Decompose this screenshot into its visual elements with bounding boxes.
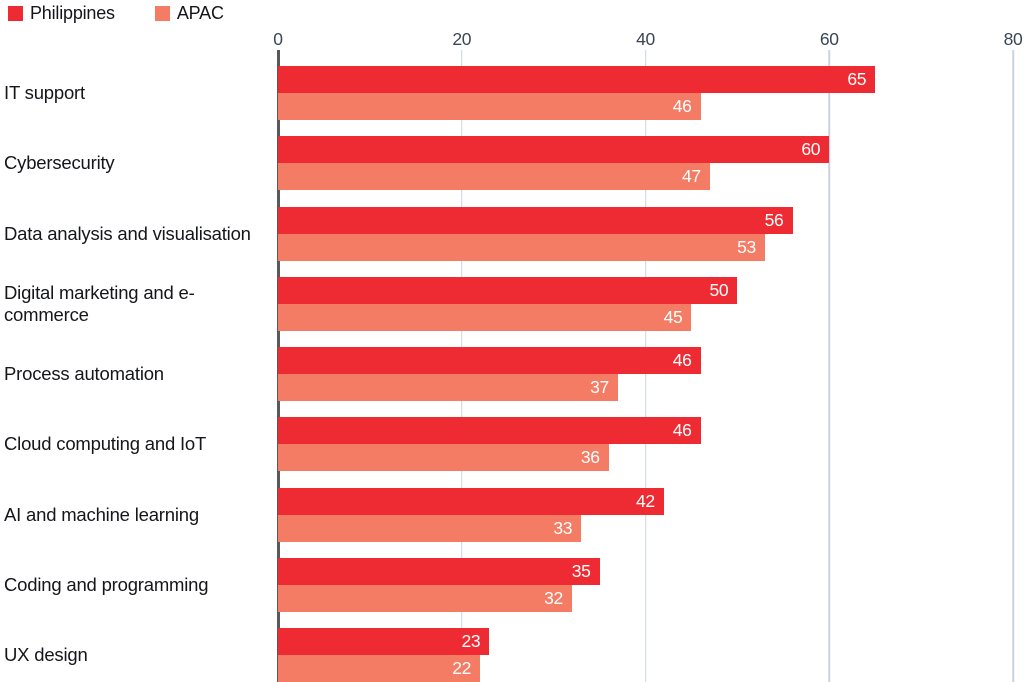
bar-value-label: 37 <box>590 377 609 397</box>
bar-group: 46 37 <box>278 347 1013 401</box>
chart-row: AI and machine learning 42 33 <box>0 487 1013 542</box>
bar-value-label: 35 <box>571 560 591 581</box>
bar-philippines: 56 <box>278 206 793 234</box>
bar-value-label: 42 <box>636 490 655 511</box>
legend-label-apac: APAC <box>176 3 224 23</box>
bar-philippines: 46 <box>278 417 701 445</box>
category-label: Digital marketing and e-commerce <box>4 281 195 325</box>
bar-apac: 47 <box>278 163 710 191</box>
bar-apac: 22 <box>278 655 481 682</box>
bar-value-label: 22 <box>452 658 472 678</box>
bar-value-label: 53 <box>737 236 756 257</box>
bar-value-label: 32 <box>544 587 563 608</box>
bar-philippines: 42 <box>278 487 664 515</box>
bar-philippines: 46 <box>278 347 701 374</box>
bar-group: 42 33 <box>278 487 1013 542</box>
bar-apac: 53 <box>278 233 765 261</box>
category-label: Coding and programming <box>4 573 209 595</box>
bar-apac: 33 <box>278 514 582 542</box>
chart-row: Cloud computing and IoT 46 36 <box>0 417 1013 472</box>
legend-label-philippines: Philippines <box>30 3 115 23</box>
bar-group: 50 45 <box>278 276 1013 331</box>
x-tick-label: 40 <box>636 29 655 49</box>
bar-value-label: 36 <box>580 447 600 468</box>
bar-group: 56 53 <box>278 206 1013 261</box>
category-label: UX design <box>4 644 88 665</box>
bar-value-label: 45 <box>663 306 683 327</box>
bar-group: 35 32 <box>278 557 1013 612</box>
bar-group: 60 47 <box>278 136 1013 191</box>
bar-value-label: 47 <box>681 166 701 187</box>
chart-row: IT support 65 46 <box>0 66 1013 120</box>
bar-group: 65 46 <box>278 66 1013 120</box>
legend-item-philippines: Philippines <box>8 3 115 24</box>
bar-value-label: 46 <box>672 350 692 370</box>
chart-row: Process automation 46 37 <box>0 347 1013 401</box>
chart-row: Coding and programming 35 32 <box>0 557 1013 612</box>
bar-value-label: 33 <box>553 517 573 538</box>
bar-group: 46 36 <box>278 417 1013 472</box>
chart-row: Data analysis and visualisation 56 53 <box>0 206 1013 261</box>
bar-value-label: 60 <box>801 139 821 160</box>
bar-philippines: 50 <box>278 276 738 304</box>
bar-apac: 36 <box>278 444 609 472</box>
bar-apac: 46 <box>278 93 701 120</box>
x-tick-label: 0 <box>273 29 283 49</box>
gridline <box>828 50 830 682</box>
legend: Philippines APAC <box>8 3 264 24</box>
category-label: AI and machine learning <box>4 503 199 525</box>
chart-row: Digital marketing and e-commerce 50 45 <box>0 276 1013 331</box>
bar-apac: 45 <box>278 303 692 331</box>
bar-value-label: 65 <box>847 69 867 89</box>
category-label: Data analysis and visualisation <box>4 222 251 244</box>
bar-philippines: 60 <box>278 136 830 164</box>
bar-value-label: 50 <box>709 279 729 300</box>
bar-value-label: 46 <box>672 420 692 441</box>
bar-value-label: 23 <box>461 631 481 651</box>
bar-philippines: 35 <box>278 557 600 585</box>
x-tick-label: 80 <box>1003 29 1023 49</box>
category-label: Process automation <box>4 363 164 384</box>
chart-row: Cybersecurity 60 47 <box>0 136 1013 191</box>
legend-item-apac: APAC <box>154 3 224 24</box>
bar-philippines: 23 <box>278 628 490 655</box>
bar-group: 23 22 <box>278 628 1013 682</box>
legend-swatch-philippines-icon <box>8 6 23 21</box>
chart-row: UX design 23 22 <box>0 628 1013 682</box>
category-label: Cybersecurity <box>4 152 115 174</box>
bar-apac: 32 <box>278 584 572 612</box>
legend-swatch-apac-icon <box>154 6 170 21</box>
bar-value-label: 56 <box>764 209 784 230</box>
category-label: IT support <box>4 82 85 103</box>
x-tick-label: 60 <box>819 29 839 49</box>
x-tick-label: 20 <box>452 29 472 49</box>
category-label: Cloud computing and IoT <box>4 433 207 455</box>
bar-value-label: 46 <box>672 96 692 116</box>
bar-apac: 37 <box>278 374 618 401</box>
gridline <box>1012 50 1014 682</box>
bar-rows: IT support 65 46 Cybersecurity 60 47 Data anal… <box>0 66 1013 682</box>
bar-philippines: 65 <box>278 66 876 93</box>
